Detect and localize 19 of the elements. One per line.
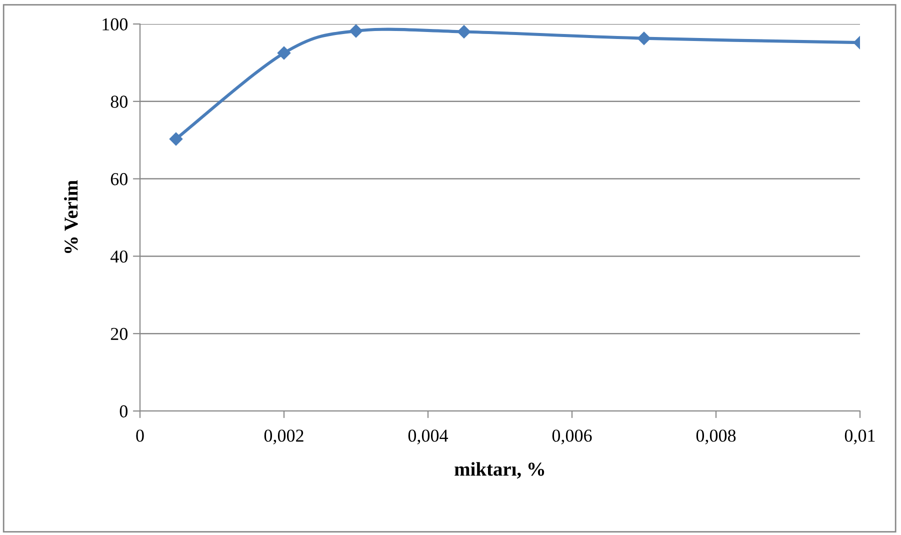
point — [169, 132, 183, 146]
x-tick-label: 0,004 — [408, 430, 448, 444]
x-tick-label: 0,002 — [264, 430, 304, 444]
point — [457, 25, 471, 38]
y-axis-title: % Verim — [64, 180, 78, 254]
y-tick-label: 40 — [110, 250, 128, 263]
point — [349, 24, 363, 38]
y-tick-label: 0 — [120, 405, 128, 418]
x-axis-title: miktarı, % — [454, 462, 544, 479]
x-tick-label: 0 — [136, 430, 144, 442]
x-tick-label: 0,006 — [552, 430, 592, 444]
y-tick-label: 20 — [110, 328, 128, 340]
y-tick-label: 80 — [110, 96, 128, 108]
x-tick-label: 0,01 — [844, 430, 875, 444]
point — [637, 32, 651, 45]
point — [277, 46, 291, 60]
y-tick-label: 100 — [102, 18, 128, 30]
y-tick-label: 60 — [110, 173, 128, 186]
x-tick-label: 0,008 — [696, 430, 736, 444]
